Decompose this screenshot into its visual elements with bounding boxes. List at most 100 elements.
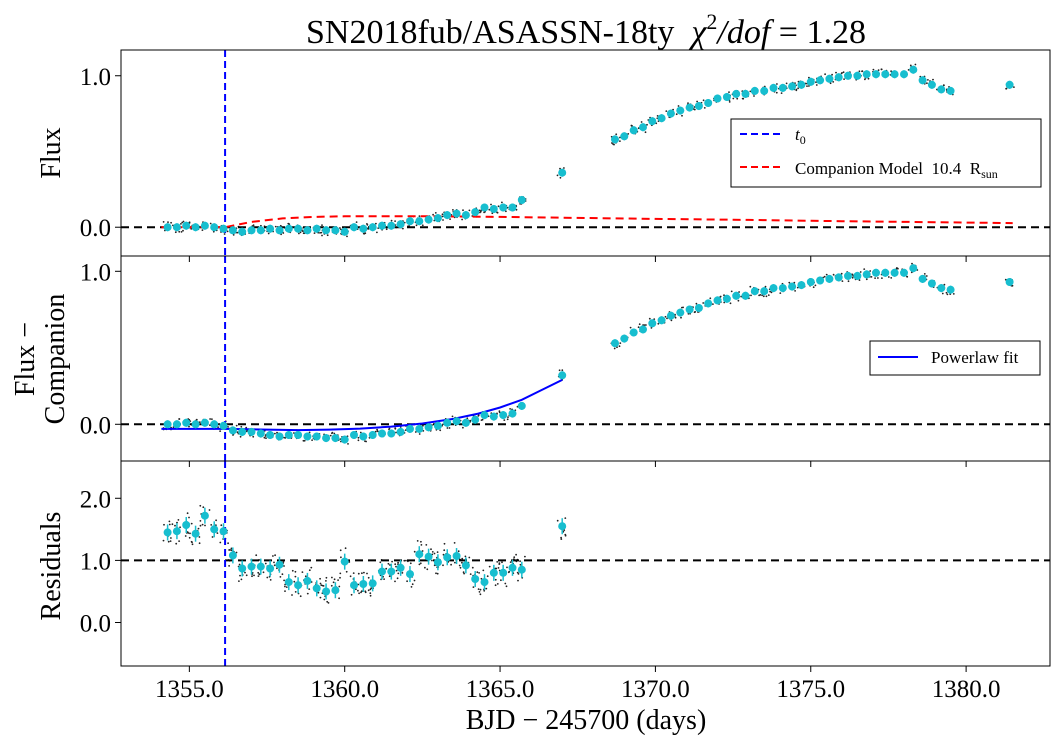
raw-point: [293, 432, 295, 434]
raw-point: [835, 71, 837, 74]
flux-minus-companion-panel: 0.0 1.0 Flux − Companion Powerlaw fit: [10, 255, 1051, 462]
raw-point: [675, 113, 678, 116]
residuals-raw-points: [162, 504, 567, 604]
raw-point: [379, 561, 382, 564]
raw-point: [281, 573, 284, 576]
raw-point: [320, 584, 323, 587]
x-tick-label: 1365.0: [466, 676, 535, 703]
powerlaw-legend: Powerlaw fit: [869, 340, 1041, 376]
binned-point: [499, 411, 508, 420]
raw-point: [251, 575, 253, 578]
raw-point: [842, 71, 845, 74]
raw-point: [477, 414, 480, 417]
raw-point: [212, 230, 215, 233]
raw-point: [209, 222, 212, 225]
raw-point: [442, 423, 444, 426]
raw-point: [339, 576, 341, 579]
raw-point: [779, 292, 782, 294]
binned-point: [760, 287, 769, 296]
raw-point: [388, 575, 391, 578]
raw-point: [319, 596, 322, 599]
raw-point: [180, 223, 182, 225]
raw-point: [483, 211, 485, 214]
binned-point: [228, 551, 237, 560]
raw-point: [167, 221, 169, 224]
binned-point: [806, 278, 815, 286]
raw-point: [494, 567, 497, 570]
raw-point: [925, 275, 928, 277]
residuals-y-ticks: 0.0 1.0 2.0: [80, 486, 121, 638]
y-tick-label: 1.0: [80, 548, 111, 575]
raw-point: [867, 77, 870, 80]
raw-point: [348, 561, 351, 563]
title-chi-value: = 1.28: [779, 14, 866, 51]
binned-point: [946, 285, 955, 294]
raw-point: [736, 97, 739, 100]
raw-point: [436, 551, 439, 553]
residuals-lines: [121, 461, 1050, 666]
raw-point: [462, 209, 464, 212]
binned-point: [862, 270, 871, 279]
flux-minus-companion-ylabel-line2: Companion: [40, 294, 71, 425]
raw-point: [496, 583, 499, 585]
raw-point: [255, 554, 258, 557]
y-tick-label: 0.0: [80, 611, 111, 638]
raw-point: [321, 234, 323, 237]
binned-point: [452, 209, 461, 218]
flux-ylabel: Flux: [36, 127, 67, 178]
raw-point: [308, 569, 311, 572]
raw-point: [252, 435, 255, 438]
raw-point: [294, 591, 297, 593]
raw-point: [468, 556, 471, 559]
raw-point: [665, 110, 668, 112]
x-tick-label: 1370.0: [621, 676, 690, 703]
x-tick-label: 1355.0: [155, 676, 224, 703]
raw-point: [761, 294, 763, 297]
raw-point: [293, 580, 296, 583]
raw-point: [797, 87, 799, 90]
raw-point: [1013, 86, 1015, 88]
raw-point: [887, 276, 890, 278]
raw-point: [825, 273, 828, 276]
raw-point: [490, 203, 492, 206]
raw-point: [339, 549, 342, 552]
binned-point: [937, 85, 946, 94]
raw-point: [191, 543, 194, 546]
binned-point: [862, 70, 871, 79]
binned-point: [461, 561, 470, 570]
binned-point: [294, 581, 303, 590]
raw-point: [496, 211, 498, 214]
raw-point: [730, 290, 733, 293]
residuals-binned-points: [163, 507, 567, 600]
raw-point: [458, 564, 461, 567]
raw-point: [238, 580, 240, 582]
binned-point: [378, 567, 386, 576]
raw-point: [794, 290, 796, 292]
raw-point: [505, 210, 507, 213]
binned-point: [909, 264, 918, 273]
binned-point: [378, 429, 386, 438]
raw-point: [443, 542, 446, 545]
binned-point: [331, 586, 340, 595]
raw-point: [812, 286, 815, 289]
raw-point: [291, 569, 294, 572]
binned-point: [909, 65, 918, 74]
binned-point: [461, 211, 470, 220]
binned-point: [508, 563, 517, 572]
raw-point: [694, 311, 697, 313]
raw-point: [832, 273, 835, 276]
raw-point: [178, 230, 181, 233]
x-tick-label: 1375.0: [776, 676, 845, 703]
binned-point: [424, 552, 433, 561]
binned-point: [415, 424, 424, 433]
raw-point: [321, 224, 323, 227]
raw-point: [357, 436, 360, 439]
raw-point: [369, 588, 372, 591]
raw-point: [273, 564, 276, 567]
raw-point: [443, 549, 446, 552]
raw-point: [358, 592, 360, 595]
raw-point: [291, 594, 293, 596]
flux-minus-companion-binned-points: [163, 264, 1014, 444]
binned-point: [368, 579, 377, 588]
raw-point: [357, 439, 360, 442]
